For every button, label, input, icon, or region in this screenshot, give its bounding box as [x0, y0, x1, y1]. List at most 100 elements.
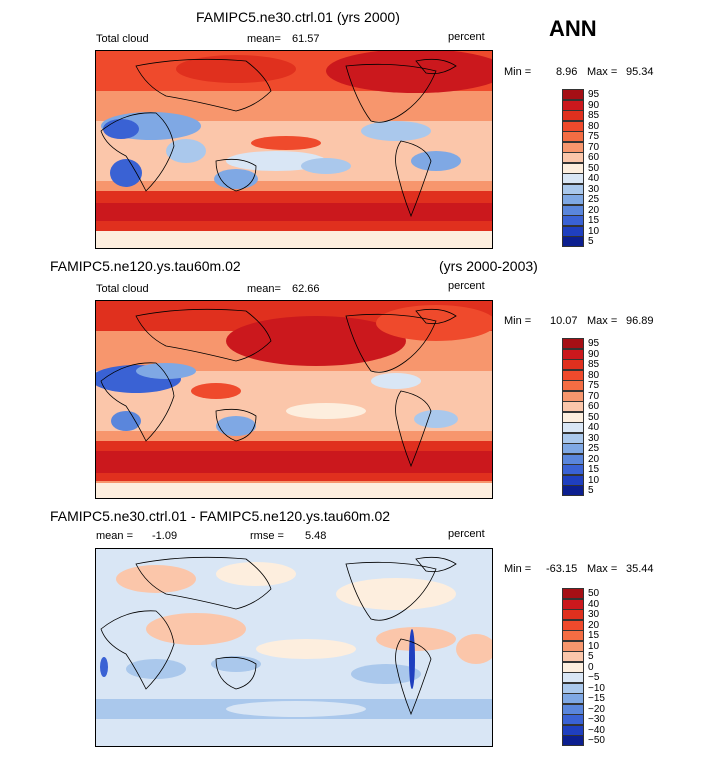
- colorbar-tick-label: 95: [588, 338, 600, 349]
- colorbar-swatch: [562, 369, 584, 381]
- colorbar-swatch: [562, 630, 584, 641]
- panel2-map: [95, 300, 493, 499]
- colorbar-swatch: [562, 432, 584, 444]
- colorbar-tick-label: 60: [588, 401, 600, 412]
- colorbar-swatch: [562, 131, 584, 142]
- colorbar-tick-label: 30: [588, 432, 600, 444]
- panel1-map-field: [96, 51, 492, 248]
- colorbar-swatch: [562, 411, 584, 423]
- colorbar-swatch: [562, 152, 584, 163]
- colorbar-swatch: [562, 141, 584, 153]
- panel3-max-label: Max =: [587, 563, 618, 575]
- colorbar-tick-label: −20: [588, 703, 605, 715]
- panel1-min-label: Min =: [504, 66, 532, 78]
- panel1-mean-value: 61.57: [292, 33, 320, 45]
- colorbar-tick-label: 5: [588, 485, 594, 496]
- colorbar-tick-label: 90: [588, 99, 600, 111]
- colorbar-tick-label: 40: [588, 173, 600, 184]
- colorbar-swatch: [562, 359, 584, 370]
- panel2-units: percent: [448, 280, 485, 292]
- colorbar-tick-label: 60: [588, 152, 600, 163]
- colorbar-tick-label: 0: [588, 661, 594, 673]
- colorbar-tick-label: 80: [588, 120, 600, 132]
- panel3-colorbar: 50 40 30 20 15 10 5 0 −5 −10 −15 −20 −30 −40 −50: [562, 588, 622, 748]
- colorbar-tick-label: 20: [588, 619, 600, 631]
- colorbar-tick-label: −40: [588, 724, 605, 736]
- panel3-mean-value: -1.09: [152, 530, 178, 542]
- colorbar-swatch: [562, 651, 584, 662]
- colorbar-tick-label: 75: [588, 380, 600, 391]
- panel2-map-field: [96, 301, 492, 498]
- colorbar-swatch: [562, 661, 584, 673]
- panel1-max-value: 95.34: [626, 66, 654, 78]
- colorbar-tick-label: 70: [588, 390, 600, 402]
- panel3-map: [95, 548, 493, 747]
- panel1-variable-label: Total cloud: [96, 33, 149, 45]
- colorbar-swatch: [562, 194, 584, 205]
- colorbar-swatch: [562, 485, 584, 496]
- colorbar-tick-label: 20: [588, 453, 600, 465]
- colorbar-swatch: [562, 338, 584, 349]
- colorbar-tick-label: 40: [588, 422, 600, 433]
- colorbar-tick-label: 15: [588, 630, 600, 641]
- colorbar-tick-label: 50: [588, 411, 600, 423]
- colorbar-swatch: [562, 609, 584, 620]
- panel1-map: [95, 50, 493, 249]
- colorbar-swatch: [562, 735, 584, 746]
- colorbar-swatch: [562, 714, 584, 725]
- colorbar-swatch: [562, 236, 584, 247]
- colorbar-tick-label: 70: [588, 141, 600, 153]
- panel1-colorbar: 95 90 85 80 75 70 60 50 40 30 25 20 15 10 5: [562, 89, 622, 249]
- colorbar-tick-label: 50: [588, 588, 600, 599]
- colorbar-swatch: [562, 89, 584, 100]
- colorbar-tick-label: 15: [588, 215, 600, 226]
- panel2-variable-label: Total cloud: [96, 283, 149, 295]
- colorbar-swatch: [562, 215, 584, 226]
- colorbar-swatch: [562, 162, 584, 174]
- panel1-units: percent: [448, 31, 485, 43]
- colorbar-swatch: [562, 619, 584, 631]
- colorbar-swatch: [562, 183, 584, 195]
- panel2-colorbar: 95 90 85 80 75 70 60 50 40 30 25 20 15 10 5: [562, 338, 622, 498]
- colorbar-swatch: [562, 401, 584, 412]
- panel2-max-label: Max =: [587, 315, 618, 327]
- colorbar-swatch: [562, 672, 584, 683]
- colorbar-tick-label: 10: [588, 225, 600, 237]
- panel2-min-label: Min =: [504, 315, 532, 327]
- colorbar-tick-label: 10: [588, 474, 600, 486]
- panel3-rmse-label: rmse =: [250, 530, 284, 542]
- panel3-rmse-value: 5.48: [305, 530, 327, 542]
- colorbar-tick-label: −15: [588, 693, 605, 704]
- colorbar-tick-label: 50: [588, 162, 600, 174]
- colorbar-swatch: [562, 380, 584, 391]
- panel3-max-value: 35.44: [626, 563, 654, 575]
- panel1-case-title: FAMIPC5.ne30.ctrl.01 (yrs 2000): [196, 9, 400, 25]
- colorbar-tick-label: 30: [588, 183, 600, 195]
- colorbar-swatch: [562, 693, 584, 704]
- colorbar-swatch: [562, 99, 584, 111]
- colorbar-swatch: [562, 173, 584, 184]
- panel3-min-label: Min =: [504, 563, 532, 575]
- colorbar-tick-label: 85: [588, 359, 600, 370]
- panel1-min-value: 8.96: [556, 66, 578, 78]
- panel2-mean-label: mean=: [247, 283, 281, 295]
- colorbar-swatch: [562, 640, 584, 652]
- colorbar-tick-label: 25: [588, 443, 600, 454]
- panel2-min-value: 10.07: [550, 315, 578, 327]
- colorbar-swatch: [562, 110, 584, 121]
- colorbar-swatch: [562, 474, 584, 486]
- colorbar-tick-label: −30: [588, 714, 605, 725]
- panel1-mean-label: mean=: [247, 33, 281, 45]
- colorbar-swatch: [562, 120, 584, 132]
- panel2-years: (yrs 2000-2003): [439, 258, 538, 274]
- panel2-case-title: FAMIPC5.ne120.ys.tau60m.02: [50, 258, 241, 274]
- season-label: ANN: [549, 16, 597, 41]
- colorbar-tick-label: 40: [588, 598, 600, 610]
- colorbar-tick-label: 90: [588, 348, 600, 360]
- colorbar-swatch: [562, 204, 584, 216]
- colorbar-tick-label: 5: [588, 651, 594, 662]
- colorbar-tick-label: 80: [588, 369, 600, 381]
- panel3-map-field: [96, 549, 492, 746]
- colorbar-tick-label: 10: [588, 640, 600, 652]
- panel1-max-label: Max =: [587, 66, 618, 78]
